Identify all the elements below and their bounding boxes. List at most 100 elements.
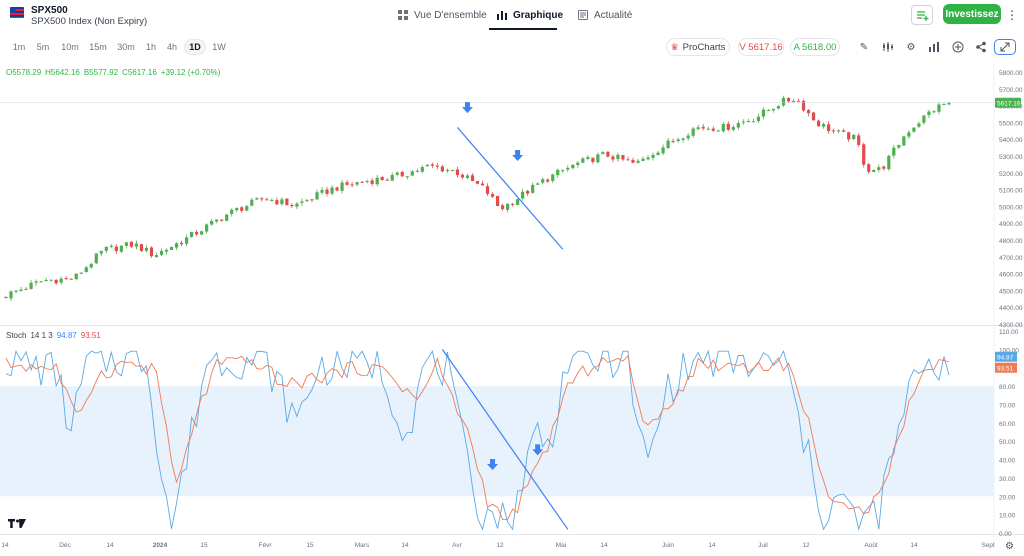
- price-tick-label: 4700.00: [999, 255, 1023, 262]
- candle-body: [405, 176, 409, 178]
- time-tick-label: 2024: [153, 542, 168, 549]
- candle-body: [440, 166, 444, 172]
- tab-news-label: Actualité: [594, 9, 633, 21]
- candle-body: [370, 180, 374, 184]
- candle-body: [445, 169, 450, 171]
- draw-pencil-icon[interactable]: ✎: [859, 41, 869, 53]
- chart-type-icon[interactable]: [927, 40, 941, 54]
- candle-body: [852, 134, 856, 140]
- tab-overview[interactable]: Vue D'ensemble: [398, 0, 487, 30]
- indicators-icon[interactable]: [881, 40, 895, 54]
- candle-body: [59, 278, 63, 283]
- candle-body: [400, 171, 404, 177]
- price-chart[interactable]: 4300.00 4400.00 4500.00 4600.00 4700.00 4800.…: [0, 62, 1024, 556]
- sell-price-button[interactable]: V 5617.16: [738, 38, 784, 56]
- candle-body: [816, 120, 821, 127]
- candle-body: [495, 195, 500, 207]
- candle-body: [621, 155, 625, 160]
- candle-body: [225, 214, 229, 221]
- fullscreen-icon[interactable]: [994, 39, 1016, 55]
- candle-body: [756, 116, 760, 122]
- price-trendline: [456, 127, 564, 250]
- timeframe-1w[interactable]: 1W: [212, 42, 226, 52]
- ohlc-close: C5617.16: [122, 68, 157, 77]
- add-icon[interactable]: [951, 40, 965, 54]
- candle-body: [591, 157, 595, 163]
- price-tick-label: 5500.00: [999, 120, 1023, 127]
- candle-body: [360, 181, 364, 183]
- candle-body: [139, 244, 144, 251]
- candle-body: [726, 123, 730, 130]
- candle-body: [601, 152, 605, 154]
- candle-body: [636, 160, 640, 163]
- candle-body: [325, 189, 329, 194]
- candle-body: [385, 179, 389, 181]
- gear-icon[interactable]: ⚙: [906, 41, 916, 53]
- candle-body: [84, 267, 88, 272]
- price-tick-label: 5800.00: [999, 70, 1023, 77]
- candle-body: [922, 115, 926, 123]
- time-tick-label: 14: [910, 542, 918, 549]
- candle-body: [380, 177, 384, 181]
- timeframe-1h[interactable]: 1h: [145, 42, 156, 52]
- candle-body: [174, 243, 179, 248]
- time-tick-label: 12: [496, 542, 504, 549]
- stochastic-label: Stoch: [6, 331, 27, 340]
- timeframe-4h[interactable]: 4h: [166, 42, 177, 52]
- instrument-name: SPX500 Index (Non Expiry): [31, 16, 148, 27]
- timeframe-1m[interactable]: 1m: [12, 42, 26, 52]
- tab-chart[interactable]: Graphique: [497, 0, 563, 30]
- stochastic-tick-label: 50.00: [999, 439, 1016, 446]
- buy-price-button[interactable]: A 5618.00: [790, 38, 840, 56]
- candle-body: [485, 186, 490, 194]
- candle-body: [942, 103, 946, 105]
- candle-body: [260, 198, 264, 200]
- candle-body: [184, 237, 189, 244]
- time-tick-label: Févr: [259, 542, 273, 549]
- down-arrow-icon: [512, 150, 524, 161]
- timeframe-1d[interactable]: 1D: [184, 39, 206, 55]
- candle-body: [220, 219, 224, 221]
- candle-body: [776, 106, 781, 109]
- candle-body: [315, 192, 319, 200]
- tab-chart-label: Graphique: [513, 9, 564, 21]
- candle-body: [24, 288, 28, 290]
- candle-body: [511, 203, 515, 205]
- candle-body: [611, 156, 615, 160]
- candle-body: [255, 198, 259, 200]
- candle-body: [195, 232, 199, 235]
- down-arrow-icon: [532, 444, 544, 456]
- prochart-button[interactable]: ♛ ProCharts: [666, 38, 730, 56]
- candle-body: [19, 289, 23, 292]
- candle-body: [49, 279, 53, 281]
- stochastic-tick-label: 60.00: [999, 421, 1016, 428]
- candle-body: [902, 136, 906, 146]
- invest-button[interactable]: Investissez: [943, 4, 1001, 24]
- candle-body: [822, 124, 826, 127]
- watchlist-add-button[interactable]: [911, 5, 933, 25]
- candle-body: [937, 104, 941, 112]
- time-tick-label: Août: [864, 542, 878, 549]
- candle-body: [109, 245, 113, 247]
- timeframe-10m[interactable]: 10m: [61, 42, 79, 52]
- candle-body: [912, 127, 916, 132]
- candle-body: [215, 219, 219, 222]
- candle-body: [576, 162, 580, 165]
- tab-news[interactable]: Actualité: [578, 0, 632, 30]
- stochastic-tick-label: 20.00: [999, 494, 1016, 501]
- candle-body: [345, 182, 349, 185]
- share-icon[interactable]: [974, 40, 988, 54]
- candle-body: [350, 184, 354, 186]
- candle-body: [736, 123, 740, 128]
- candle-body: [335, 187, 339, 191]
- candle-body: [460, 174, 465, 178]
- more-vertical-icon[interactable]: ⋮: [1006, 8, 1018, 22]
- active-tab-indicator: [489, 28, 557, 30]
- stochastic-d-value: 93.51: [80, 331, 101, 340]
- time-tick-label: 14: [401, 542, 409, 549]
- timeframe-15m[interactable]: 15m: [89, 42, 107, 52]
- candle-body: [721, 123, 725, 132]
- timeframe-5m[interactable]: 5m: [36, 42, 50, 52]
- chart-settings-icon[interactable]: ⚙: [1005, 541, 1014, 552]
- timeframe-30m[interactable]: 30m: [117, 42, 135, 52]
